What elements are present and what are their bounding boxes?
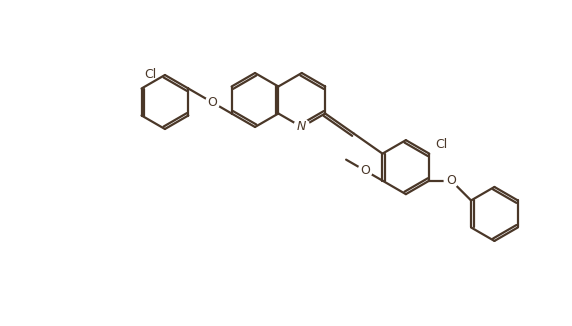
Circle shape <box>444 174 458 188</box>
Text: O: O <box>208 96 217 109</box>
Text: Cl: Cl <box>435 138 447 151</box>
Circle shape <box>358 164 372 178</box>
Circle shape <box>294 119 310 135</box>
Text: O: O <box>446 174 456 187</box>
Circle shape <box>205 96 220 110</box>
Text: O: O <box>360 164 370 177</box>
Text: N: N <box>297 121 307 134</box>
Text: Cl: Cl <box>145 68 157 82</box>
